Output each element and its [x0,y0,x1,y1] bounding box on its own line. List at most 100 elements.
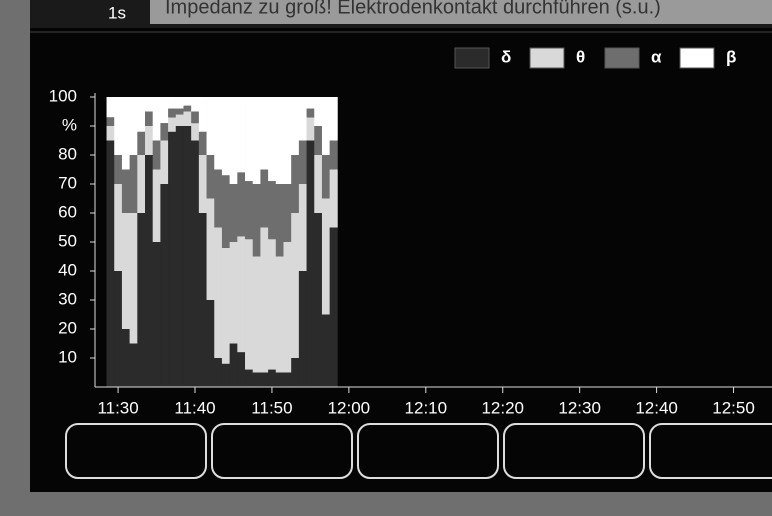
bar-segment [121,97,131,170]
bar-segment [114,271,123,387]
bar-segment [275,372,284,387]
bar-segment [268,239,277,370]
bar-segment [314,126,323,155]
bar-segment [237,352,246,387]
interval-label: 1s [108,3,126,22]
bar-segment [221,97,231,176]
bar-segment [160,123,169,141]
bar-segment [221,247,231,364]
y-tick-label: 50 [58,231,77,250]
bar-segment [168,108,177,118]
x-tick-label: 11:40 [174,398,215,417]
x-tick-label: 12:40 [635,398,678,417]
bar-segment [221,363,231,387]
bar-segment [168,131,177,387]
bar-segment [260,372,269,387]
bar-segment [198,131,207,155]
y-tick-label: 30 [58,289,77,308]
bar-segment [121,213,131,329]
bar-segment [191,111,200,124]
bar-segment [145,111,154,126]
bar-segment [106,117,115,126]
bar-segment [329,97,338,141]
bar-segment [214,358,223,387]
x-tick-label: 11:50 [251,398,292,417]
bar-segment [183,105,192,112]
bar-segment [245,369,254,387]
bar-segment [275,184,284,257]
bar-segment [283,97,292,184]
bar-segment [298,271,307,387]
bar-segment [321,97,331,155]
bar-segment [298,97,307,141]
bar-segment [214,169,223,228]
bar-segment [183,97,192,106]
bar-segment [229,343,238,387]
bar-segment [114,184,123,271]
bar-segment [175,126,184,387]
legend-label: δ [501,47,511,66]
bar-segment [283,242,292,373]
legend-swatch [679,47,715,69]
bar-segment [268,369,277,387]
bar-segment [229,97,238,184]
y-tick-label: 100 [49,86,77,105]
bar-segment [206,155,215,199]
x-tick-label: 12:00 [328,398,371,417]
y-tick-label: 10 [58,347,77,366]
y-tick-label: 60 [58,202,77,221]
x-tick-label: 12:30 [558,398,601,417]
bar-segment [145,126,154,155]
bar-segment [145,97,154,112]
bar-segment [237,236,246,353]
bar-segment [129,343,138,387]
bar-segment [137,131,146,155]
bar-segment [306,117,315,141]
x-tick-label: 12:50 [712,398,755,417]
soft-key[interactable] [357,423,499,479]
bar-segment [145,155,154,387]
soft-key[interactable] [649,423,772,479]
bar-segment [206,97,215,155]
bar-segment [252,97,261,184]
bar-segment [291,155,300,213]
bar-segment [268,181,277,240]
bar-segment [245,239,254,370]
bar-segment [137,213,146,387]
legend-label: β [726,47,736,66]
soft-key[interactable] [211,423,353,479]
legend-swatch [529,47,565,69]
bar-segment [298,140,307,184]
bar-segment [168,117,177,132]
y-tick-label: % [62,115,77,134]
bar-segment [275,97,284,184]
soft-key[interactable] [65,423,207,479]
bar-segment [252,372,261,387]
bar-segment [106,140,115,387]
bar-segment [321,155,331,199]
bar-segment [152,169,161,242]
bar-segment [291,358,300,387]
y-tick-label: 70 [58,173,77,192]
bar-segment [183,126,192,387]
legend-swatch [604,47,640,69]
legend-label: θ [576,47,585,66]
soft-key[interactable] [503,423,645,479]
bar-segment [114,155,123,184]
bar-segment [229,184,238,242]
bar-segment [214,97,223,170]
buttons [65,423,772,479]
bar-segment [306,97,315,109]
plot: 10 20 30 40 50 60 70 80% 100 11:30 11:40 11:50 12:00… [49,47,772,417]
bar-segment [106,97,115,118]
bar-segment [152,242,161,387]
bar-segment [152,97,161,141]
bar-segment [298,184,307,271]
y-tick-label: 40 [58,260,77,279]
bar-segment [314,155,323,213]
bar-segment [260,97,269,170]
bar-segment [152,140,161,170]
bar-segment [221,175,231,248]
